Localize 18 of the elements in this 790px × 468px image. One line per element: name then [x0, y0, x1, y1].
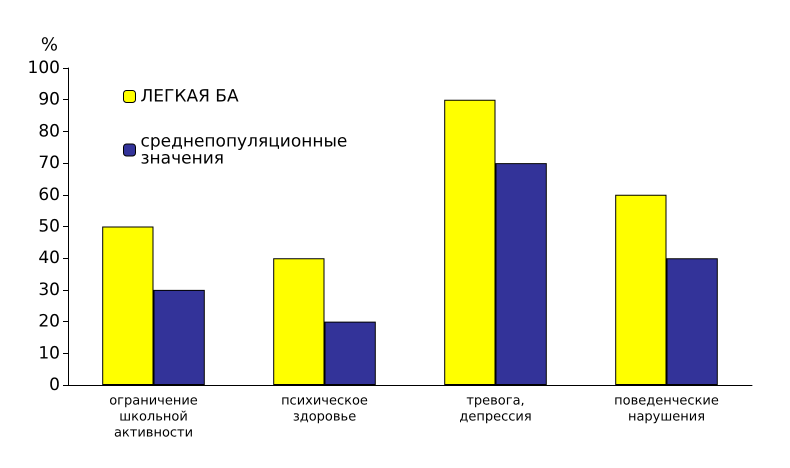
y-tick-label: 80 [38, 121, 60, 142]
x-tick-label: поведенческие нарушения [614, 394, 719, 424]
x-tick-label: ограничение школьной активности [109, 394, 198, 440]
x-tick-label: тревога, депрессия [459, 394, 532, 424]
y-tick-label: 90 [38, 90, 60, 110]
y-tick-label: 60 [38, 184, 60, 205]
legend-label: среднепопуляционные значения [140, 132, 348, 168]
y-tick-label: 0 [49, 375, 60, 395]
y-tick-label: 50 [38, 216, 60, 236]
y-tick-label: 10 [38, 343, 60, 364]
y-tick-label: 30 [38, 280, 60, 300]
y-tick-label: 40 [38, 248, 60, 268]
y-tick-label: 70 [38, 153, 60, 174]
y-tick-label: 100 [28, 58, 60, 78]
legend-label: ЛЕГКАЯ БА [140, 86, 239, 106]
y-axis-title: % [40, 34, 58, 56]
y-tick-label: 20 [38, 312, 60, 332]
x-tick-label: психическое здоровье [281, 394, 368, 424]
